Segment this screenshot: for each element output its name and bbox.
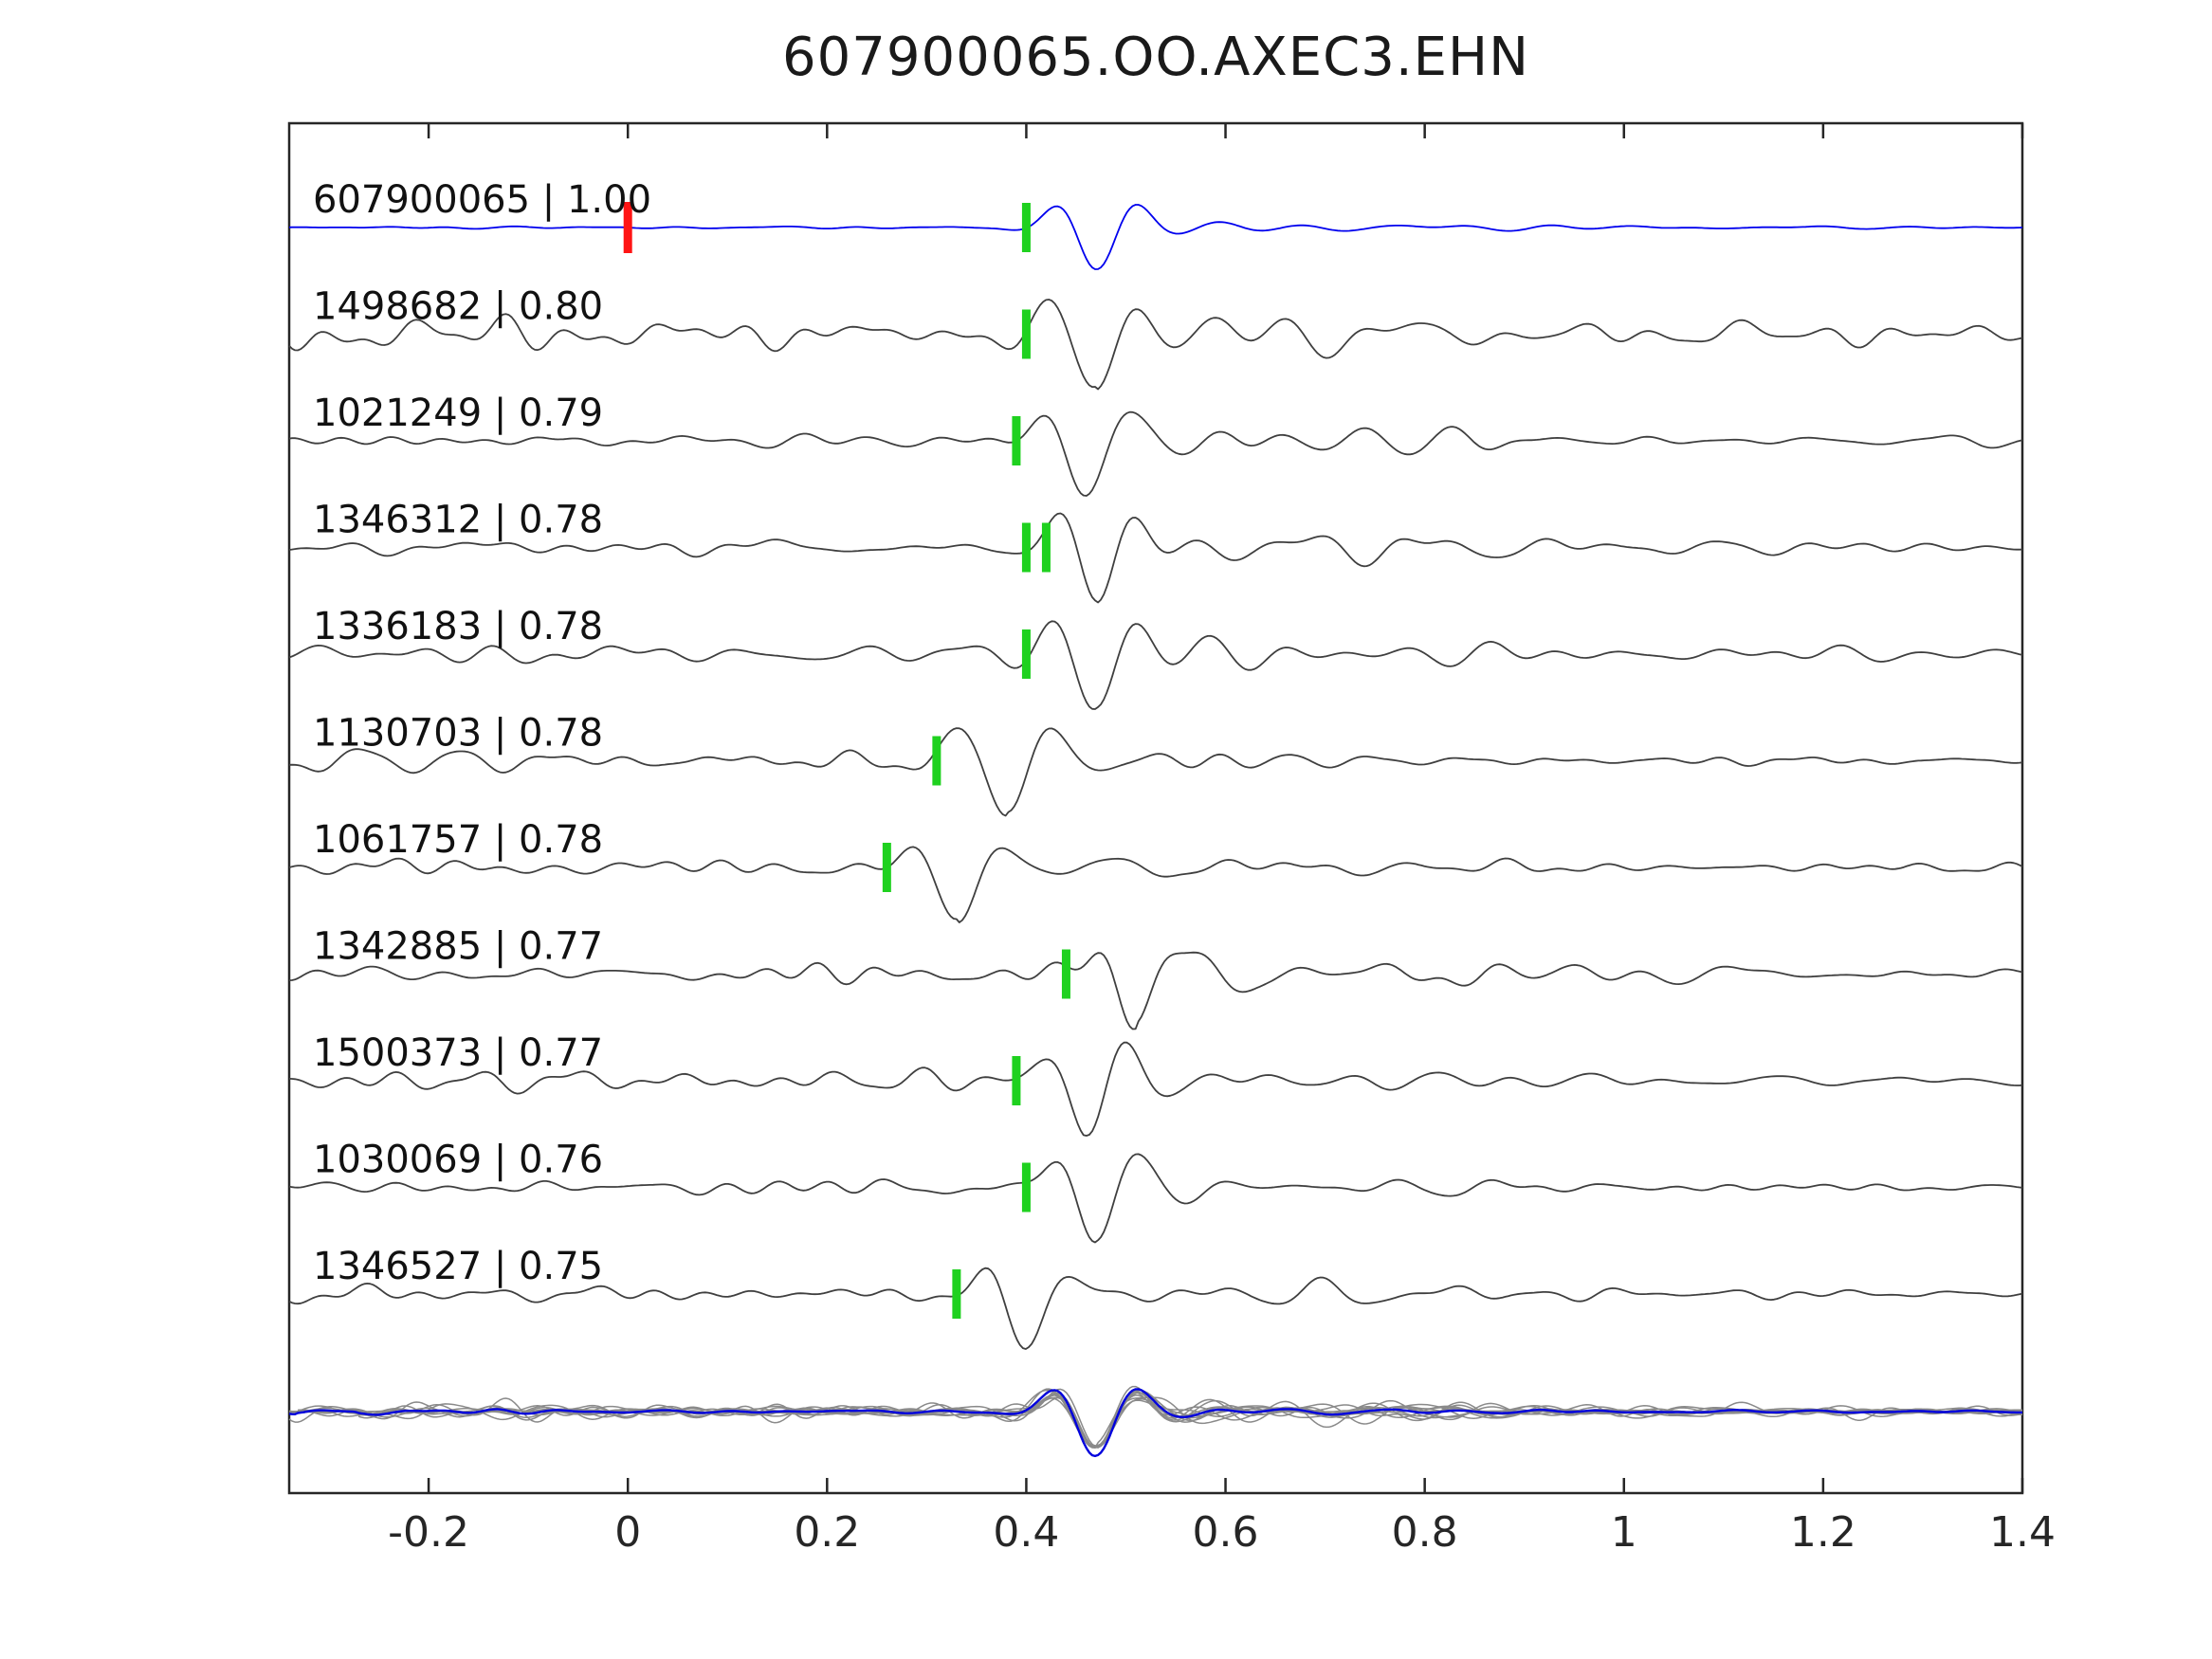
pick-marker (1061, 949, 1070, 999)
x-tick-label: 0 (614, 1508, 641, 1557)
chart-title: 607900065.OO.AXEC3.EHN (781, 27, 1530, 88)
reference-trace-path (288, 204, 2023, 270)
x-tick-label: 0.8 (1392, 1508, 1458, 1557)
x-tick-label: 0.4 (993, 1508, 1059, 1557)
plot-border (287, 121, 2024, 1495)
trace-label: 1500373 | 0.77 (313, 1031, 603, 1075)
trace-label: 1030069 | 0.76 (313, 1139, 603, 1182)
overlay-trace-path (298, 1392, 2023, 1449)
template-trace-path (288, 299, 2023, 391)
overlay-trace-path (298, 1385, 2023, 1449)
template-trace-path (288, 620, 2023, 710)
template-trace-path (288, 512, 2023, 604)
trace-label: 1346527 | 0.75 (313, 1245, 603, 1288)
pick-marker (1012, 416, 1021, 465)
pick-marker (952, 1269, 961, 1319)
pick-marker (1021, 629, 1031, 679)
pick-marker (882, 843, 891, 892)
overlay-stack-path (288, 1388, 2022, 1458)
template-trace-path (288, 1041, 2023, 1137)
pick-marker (932, 736, 941, 786)
pick-marker (1041, 522, 1051, 573)
x-tick-label: 0.2 (794, 1508, 860, 1557)
template-trace-path (288, 410, 2023, 497)
pick-marker (1021, 309, 1031, 359)
trace-label: 1021249 | 0.79 (313, 392, 603, 435)
trace-label: 1342885 | 0.77 (313, 925, 603, 969)
trace-label: 1498682 | 0.80 (313, 285, 603, 329)
pick-marker (1021, 522, 1031, 573)
template-trace-path (288, 1267, 2023, 1350)
template-trace-path (288, 1153, 2023, 1244)
pick-marker (1012, 1056, 1021, 1105)
x-tick-label: 0.6 (1193, 1508, 1259, 1557)
pick-marker (1021, 1162, 1031, 1212)
trace-label: 607900065 | 1.00 (313, 178, 651, 222)
template-trace-path (288, 846, 2023, 923)
template-trace-path (288, 727, 2023, 817)
x-tick-label: -0.2 (388, 1508, 469, 1557)
reference-marker (623, 202, 632, 253)
x-tick-label: 1.4 (1989, 1508, 2056, 1557)
trace-label: 1061757 | 0.78 (313, 818, 603, 862)
x-tick-label: 1.2 (1790, 1508, 1856, 1557)
overlay-trace-path (288, 1396, 1983, 1449)
pick-marker (1021, 203, 1031, 252)
x-tick-label: 1 (1611, 1508, 1637, 1557)
trace-label: 1346312 | 0.78 (313, 499, 603, 542)
trace-label: 1130703 | 0.78 (313, 712, 603, 756)
template-trace-path (288, 951, 2023, 1030)
trace-label: 1336183 | 0.78 (313, 605, 603, 648)
